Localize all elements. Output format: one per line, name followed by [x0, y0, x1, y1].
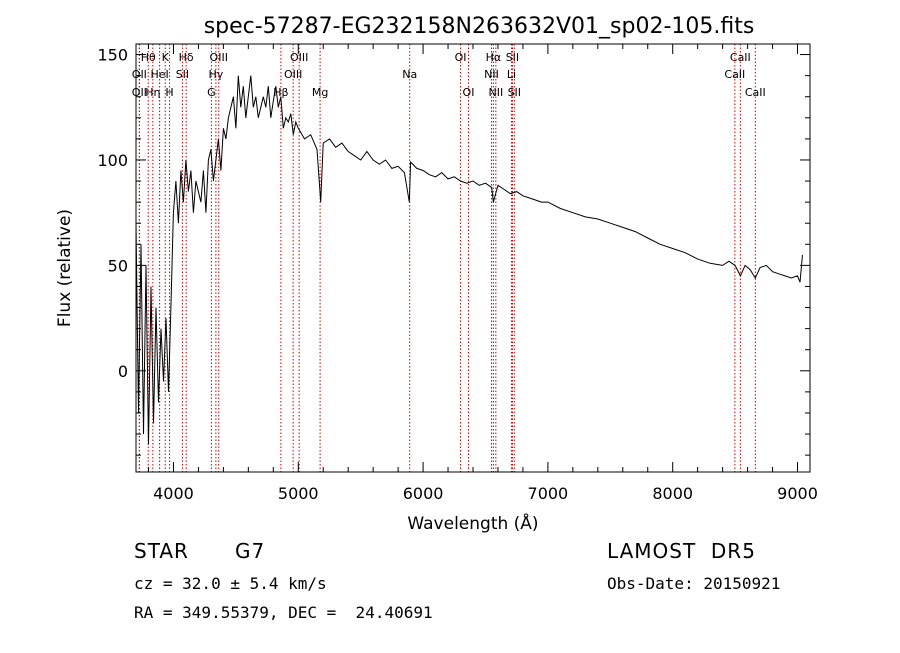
spectral-line-label: OI	[455, 51, 467, 64]
spectral-line-label: OII	[132, 68, 147, 81]
survey-label: LAMOST DR5	[607, 539, 756, 563]
spectral-line-label: NII	[488, 86, 503, 99]
x-axis-label: Wavelength (Å)	[407, 512, 538, 534]
spectral-line-label: NII	[484, 68, 499, 81]
x-tick-label: 5000	[278, 484, 319, 503]
x-tick-label: 8000	[652, 484, 693, 503]
spectral-line-label: Mg	[312, 86, 328, 99]
obs-date-text: Obs-Date: 20150921	[607, 574, 781, 593]
y-tick-label: 50	[108, 256, 128, 275]
spectral-line-label: CaII	[730, 51, 751, 64]
x-tick-label: 9000	[777, 484, 818, 503]
redshift-text: cz = 32.0 ± 5.4 km/s	[134, 574, 327, 593]
y-tick-label: 150	[97, 46, 128, 65]
spectral-line-label: SII	[506, 51, 519, 64]
spectral-line-label: OIII	[284, 68, 302, 81]
spectral-line-label: H	[165, 86, 173, 99]
y-tick-label: 100	[97, 151, 128, 170]
spectral-line-label: K	[162, 51, 170, 64]
y-axis-label: Flux (relative)	[55, 209, 75, 327]
spectral-line-label: Hα	[486, 51, 502, 64]
spectral-line-label: OIII	[290, 51, 308, 64]
x-tick-label: 7000	[528, 484, 569, 503]
object-class-label: STAR	[134, 539, 189, 563]
spectral-line-label: Hβ	[273, 86, 288, 99]
spectral-line-label: G	[207, 86, 216, 99]
spectral-line-label: OI	[463, 86, 475, 99]
spectral-line-label: HeI	[150, 68, 168, 81]
spectrum-trace	[135, 75, 803, 445]
spectral-line-label: Hθ	[141, 51, 156, 64]
coordinates-text: RA = 349.55379, DEC = 24.40691	[134, 603, 433, 622]
spectral-line-label: SII	[176, 68, 189, 81]
spectral-line-label: Hη	[145, 86, 160, 99]
spectral-line-label: OIII	[210, 51, 228, 64]
x-tick-label: 4000	[153, 484, 194, 503]
spectral-line-label: Hδ	[179, 51, 194, 64]
chart-title: spec-57287-EG232158N263632V01_sp02-105.f…	[204, 14, 755, 39]
spectral-line-label: CaII	[745, 86, 766, 99]
spectral-line-label: Li	[507, 68, 516, 81]
y-tick-label: 0	[118, 362, 128, 381]
spectral-line-label: SII	[508, 86, 521, 99]
spectral-line-label: Na	[402, 68, 417, 81]
spectral-line-label: CaII	[724, 68, 745, 81]
x-tick-label: 6000	[403, 484, 444, 503]
subclass-label: G7	[235, 539, 266, 563]
spectral-line-label: Hγ	[208, 68, 223, 81]
spectral-line-label: OII	[132, 86, 147, 99]
